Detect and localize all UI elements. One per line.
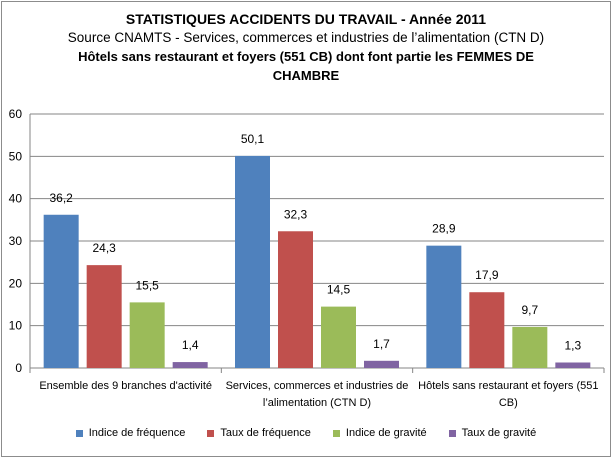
- bar: [235, 155, 270, 368]
- legend-swatch: [448, 429, 456, 437]
- bar: [512, 326, 548, 368]
- y-tick-label: 60: [9, 107, 23, 121]
- y-tick-label: 0: [15, 361, 22, 375]
- y-tick-label: 50: [9, 149, 23, 163]
- data-label: 28,9: [432, 222, 456, 236]
- data-label: 24,3: [92, 241, 116, 255]
- legend-swatch: [207, 429, 215, 437]
- legend-swatch: [332, 429, 340, 437]
- chart-titles: STATISTIQUES ACCIDENTS DU TRAVAIL - Anné…: [0, 10, 612, 85]
- legend-item: Indice de gravité: [332, 425, 427, 441]
- category-label: Services, commerces et industries de: [226, 380, 409, 392]
- data-label: 14,5: [327, 283, 351, 297]
- chart-legend: Indice de fréquence Taux de fréquence Indi…: [0, 425, 612, 441]
- chart-subtitle-source: Source CNAMTS - Services, commerces et i…: [67, 30, 545, 45]
- data-label: 1,7: [373, 337, 390, 351]
- bar: [555, 362, 591, 368]
- bar: [43, 214, 79, 368]
- y-tick-label: 30: [9, 234, 23, 248]
- bar: [364, 360, 399, 368]
- bar: [86, 265, 122, 368]
- bar: [469, 292, 505, 368]
- data-label: 32,3: [284, 207, 308, 221]
- bar: [426, 245, 462, 368]
- bar: [129, 302, 165, 368]
- y-tick-label: 40: [9, 192, 23, 206]
- bar: [278, 231, 313, 368]
- bar: [172, 362, 208, 368]
- data-label: 36,2: [49, 191, 73, 205]
- legend-label: Indice de fréquence: [88, 427, 186, 439]
- legend-swatch: [75, 429, 83, 437]
- legend-label: Taux de fréquence: [220, 427, 311, 439]
- legend-item: Taux de gravité: [448, 425, 537, 441]
- chart-subtitle-hotels: Hôtels sans restaurant et foyers (551 CB…: [78, 49, 534, 64]
- category-label: Hôtels sans restaurant et foyers (551: [418, 380, 598, 392]
- data-label: 1,4: [182, 338, 199, 352]
- data-label: 1,3: [564, 338, 581, 352]
- category-label: Ensemble des 9 branches d'activité: [39, 380, 212, 392]
- legend-label: Taux de gravité: [461, 427, 537, 439]
- data-label: 9,7: [521, 303, 538, 317]
- data-label: 50,1: [241, 132, 265, 146]
- category-label: l’alimentation (CTN D): [263, 397, 371, 409]
- legend-item: Indice de fréquence: [75, 425, 186, 441]
- y-tick-label: 20: [9, 276, 23, 290]
- data-label: 17,9: [475, 268, 499, 282]
- data-label: 15,5: [135, 278, 159, 292]
- chart-subtitle-chambre: CHAMBRE: [272, 68, 340, 83]
- category-label: CB): [499, 397, 518, 409]
- y-tick-label: 10: [9, 319, 23, 333]
- bar: [321, 306, 356, 368]
- legend-label: Indice de gravité: [345, 427, 427, 439]
- chart-title: STATISTIQUES ACCIDENTS DU TRAVAIL - Anné…: [125, 11, 487, 27]
- legend-item: Taux de fréquence: [207, 425, 311, 441]
